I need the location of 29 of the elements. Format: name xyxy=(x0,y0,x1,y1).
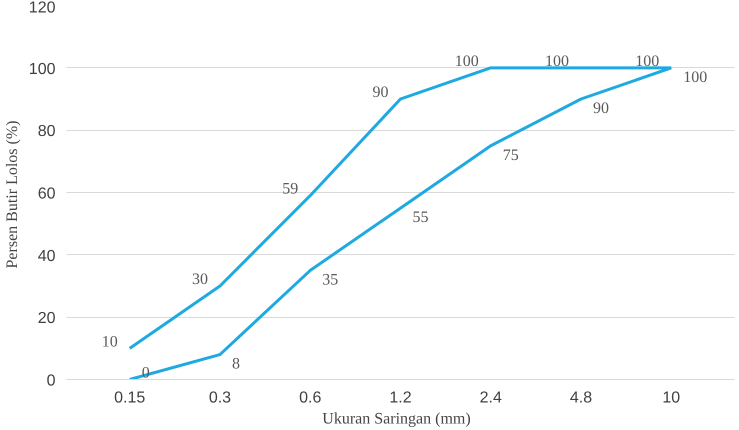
x-axis-title: Ukuran Saringan (mm) xyxy=(322,410,471,428)
x-tick-label: 0.15 xyxy=(114,390,146,406)
x-tick-label: 10 xyxy=(662,390,680,406)
data-label: 75 xyxy=(502,146,519,164)
data-label: 10 xyxy=(102,333,118,350)
y-tick-label: 0 xyxy=(46,372,56,390)
data-label: 30 xyxy=(192,271,208,288)
x-tick-label: 1.2 xyxy=(389,390,412,406)
data-label: 8 xyxy=(232,356,240,373)
x-tick-label: 0.3 xyxy=(208,390,232,406)
data-label: 90 xyxy=(372,84,388,101)
data-label: 59 xyxy=(282,180,298,198)
data-label: 100 xyxy=(454,52,479,70)
y-tick-label: 80 xyxy=(38,123,56,140)
y-axis-title: Persen Butir Lolos (%) xyxy=(4,120,21,268)
data-label: 35 xyxy=(322,271,338,288)
y-tick-label: 60 xyxy=(38,186,56,202)
x-tick-label: 4.8 xyxy=(570,390,592,406)
data-label: 55 xyxy=(412,209,428,226)
y-tick-label: 20 xyxy=(38,310,56,328)
data-label: 100 xyxy=(635,52,660,70)
data-label: 90 xyxy=(593,100,610,117)
data-label: 100 xyxy=(683,68,708,86)
y-tick-label: 40 xyxy=(38,248,56,265)
x-tick-label: 0.6 xyxy=(299,390,322,406)
y-tick-label: 100 xyxy=(28,60,56,78)
data-label: 100 xyxy=(545,52,570,70)
x-tick-label: 2.4 xyxy=(480,390,502,406)
y-tick-label: 120 xyxy=(28,0,56,16)
